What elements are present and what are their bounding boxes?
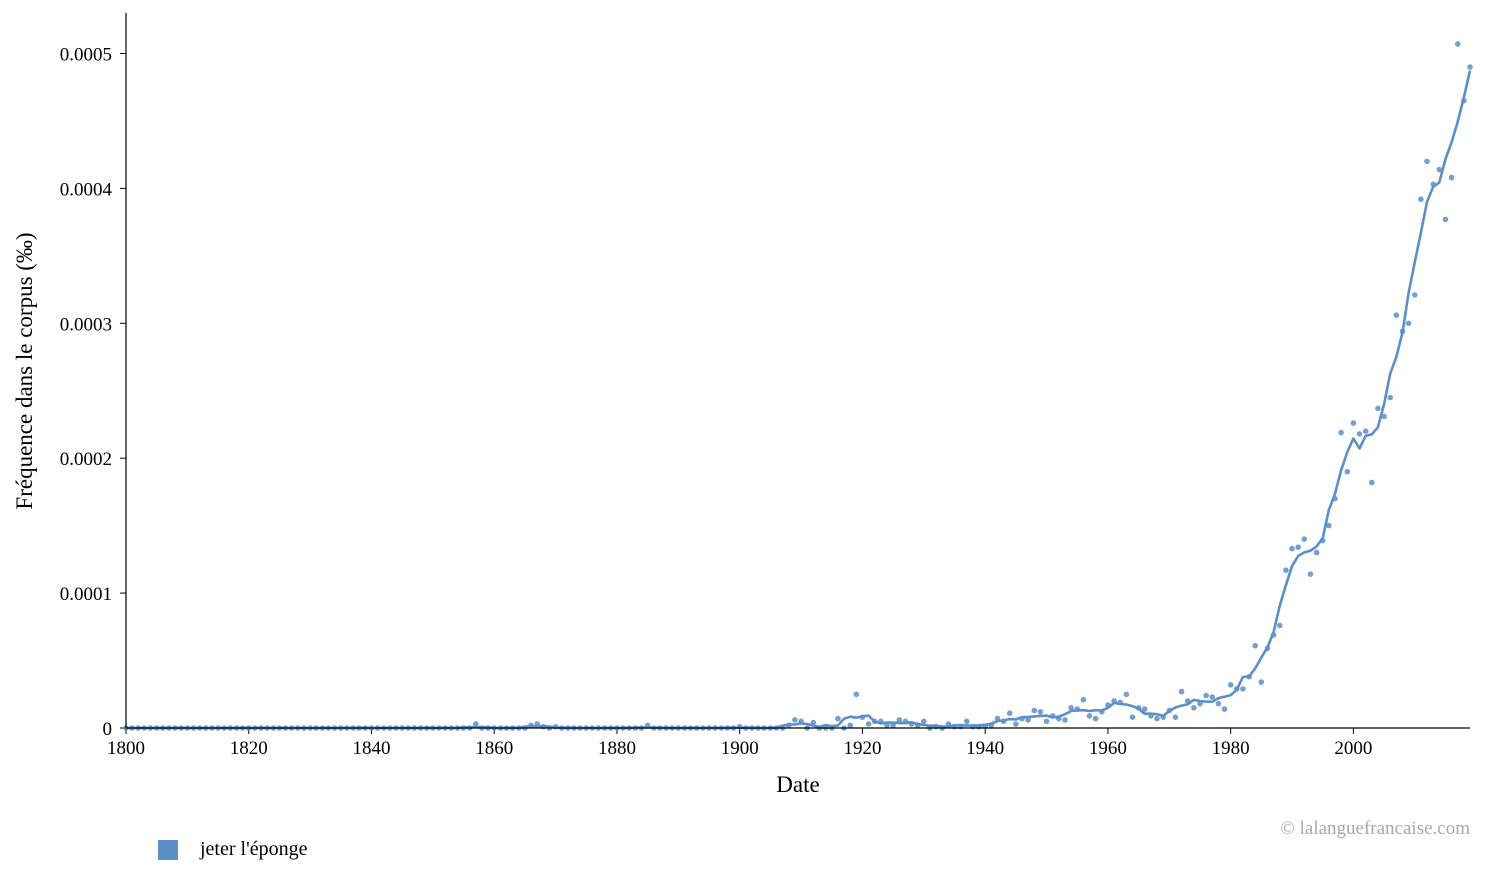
- data-point: [473, 721, 479, 727]
- data-point: [1141, 706, 1148, 712]
- x-tick-label: 1920: [843, 738, 881, 759]
- watermark: © lalanguefrancaise.com: [1280, 818, 1470, 839]
- data-point: [1418, 196, 1424, 202]
- data-point: [1209, 694, 1215, 700]
- data-point: [1227, 682, 1234, 688]
- data-point: [1326, 522, 1332, 529]
- x-axis-title: Date: [776, 772, 819, 797]
- data-point: [1031, 707, 1038, 714]
- data-point: [1344, 468, 1351, 475]
- data-point: [847, 722, 853, 729]
- legend: jeter l'éponge: [158, 838, 307, 861]
- data-point: [865, 721, 872, 727]
- data-point: [964, 718, 970, 725]
- data-point: [1424, 158, 1430, 165]
- data-point: [1092, 715, 1099, 722]
- data-point: [1043, 718, 1050, 725]
- y-tick-label: 0.0003: [60, 314, 112, 335]
- data-point: [1381, 413, 1387, 420]
- data-point: [835, 715, 841, 722]
- data-point: [1154, 715, 1160, 722]
- data-point: [1086, 713, 1093, 719]
- data-point: [1448, 174, 1455, 181]
- data-point: [1405, 320, 1412, 327]
- data-point: [1062, 717, 1068, 723]
- series-line: [126, 70, 1472, 730]
- data-point: [1375, 405, 1381, 412]
- data-point: [1338, 429, 1344, 436]
- data-point: [1436, 166, 1443, 173]
- x-axis-ticks: 1800 1820 1840 1860 1880 1900 1920 1940 1960 1980…: [107, 728, 1372, 759]
- data-point: [1080, 696, 1087, 703]
- x-tick-label: 1960: [1089, 738, 1127, 759]
- x-tick-label: 1900: [721, 738, 759, 759]
- data-point: [1068, 705, 1074, 711]
- y-tick-label: 0: [103, 719, 113, 740]
- data-point: [1301, 536, 1308, 542]
- data-points: [123, 41, 1473, 731]
- data-point: [896, 717, 903, 723]
- x-tick-label: 1800: [107, 738, 145, 759]
- data-point: [1191, 705, 1197, 711]
- data-point: [1307, 571, 1314, 577]
- data-point: [921, 718, 927, 725]
- y-tick-label: 0.0002: [60, 449, 112, 470]
- data-point: [1442, 216, 1449, 223]
- x-tick-label: 1840: [352, 738, 390, 759]
- data-point: [1240, 686, 1246, 692]
- data-point: [1387, 394, 1393, 401]
- x-tick-label: 1880: [598, 738, 636, 759]
- data-point: [1037, 709, 1044, 715]
- data-point: [1283, 567, 1289, 573]
- data-point: [1006, 710, 1013, 716]
- legend-label: jeter l'éponge: [200, 838, 308, 860]
- y-tick-label: 0.0001: [60, 584, 112, 605]
- data-point: [1369, 479, 1375, 486]
- y-axis-title: Fréquence dans le corpus (‰): [12, 232, 37, 509]
- x-tick-label: 1940: [966, 738, 1004, 759]
- data-point: [1258, 679, 1265, 685]
- x-tick-label: 2000: [1334, 738, 1372, 759]
- data-point: [853, 691, 860, 698]
- data-point: [1356, 431, 1363, 437]
- x-tick-label: 1820: [230, 738, 268, 759]
- data-point: [1350, 420, 1357, 426]
- data-point: [1025, 717, 1031, 723]
- legend-swatch: [158, 839, 178, 860]
- data-point: [1129, 714, 1136, 720]
- y-axis-ticks: 0 0.0001 0.0002 0.0003 0.0004 0.0005: [60, 44, 126, 740]
- data-point: [1013, 721, 1019, 727]
- data-point: [1393, 312, 1400, 319]
- x-tick-label: 1860: [475, 738, 513, 759]
- data-point: [1203, 692, 1209, 699]
- y-tick-label: 0.0005: [60, 44, 112, 65]
- data-point: [1467, 64, 1473, 70]
- data-point: [792, 717, 798, 723]
- data-point: [1313, 549, 1320, 556]
- data-point: [1289, 545, 1295, 552]
- data-point: [1412, 292, 1418, 298]
- data-point: [1123, 691, 1130, 698]
- data-point: [1221, 706, 1228, 712]
- data-point: [1252, 642, 1258, 649]
- data-point: [1178, 688, 1185, 695]
- x-tick-label: 1980: [1212, 738, 1250, 759]
- data-point: [1215, 700, 1222, 707]
- y-tick-label: 0.0004: [60, 179, 113, 200]
- data-point: [1295, 544, 1301, 550]
- data-point: [1362, 428, 1369, 435]
- data-point: [1454, 41, 1461, 47]
- data-point: [1277, 622, 1283, 629]
- data-point: [1172, 714, 1179, 720]
